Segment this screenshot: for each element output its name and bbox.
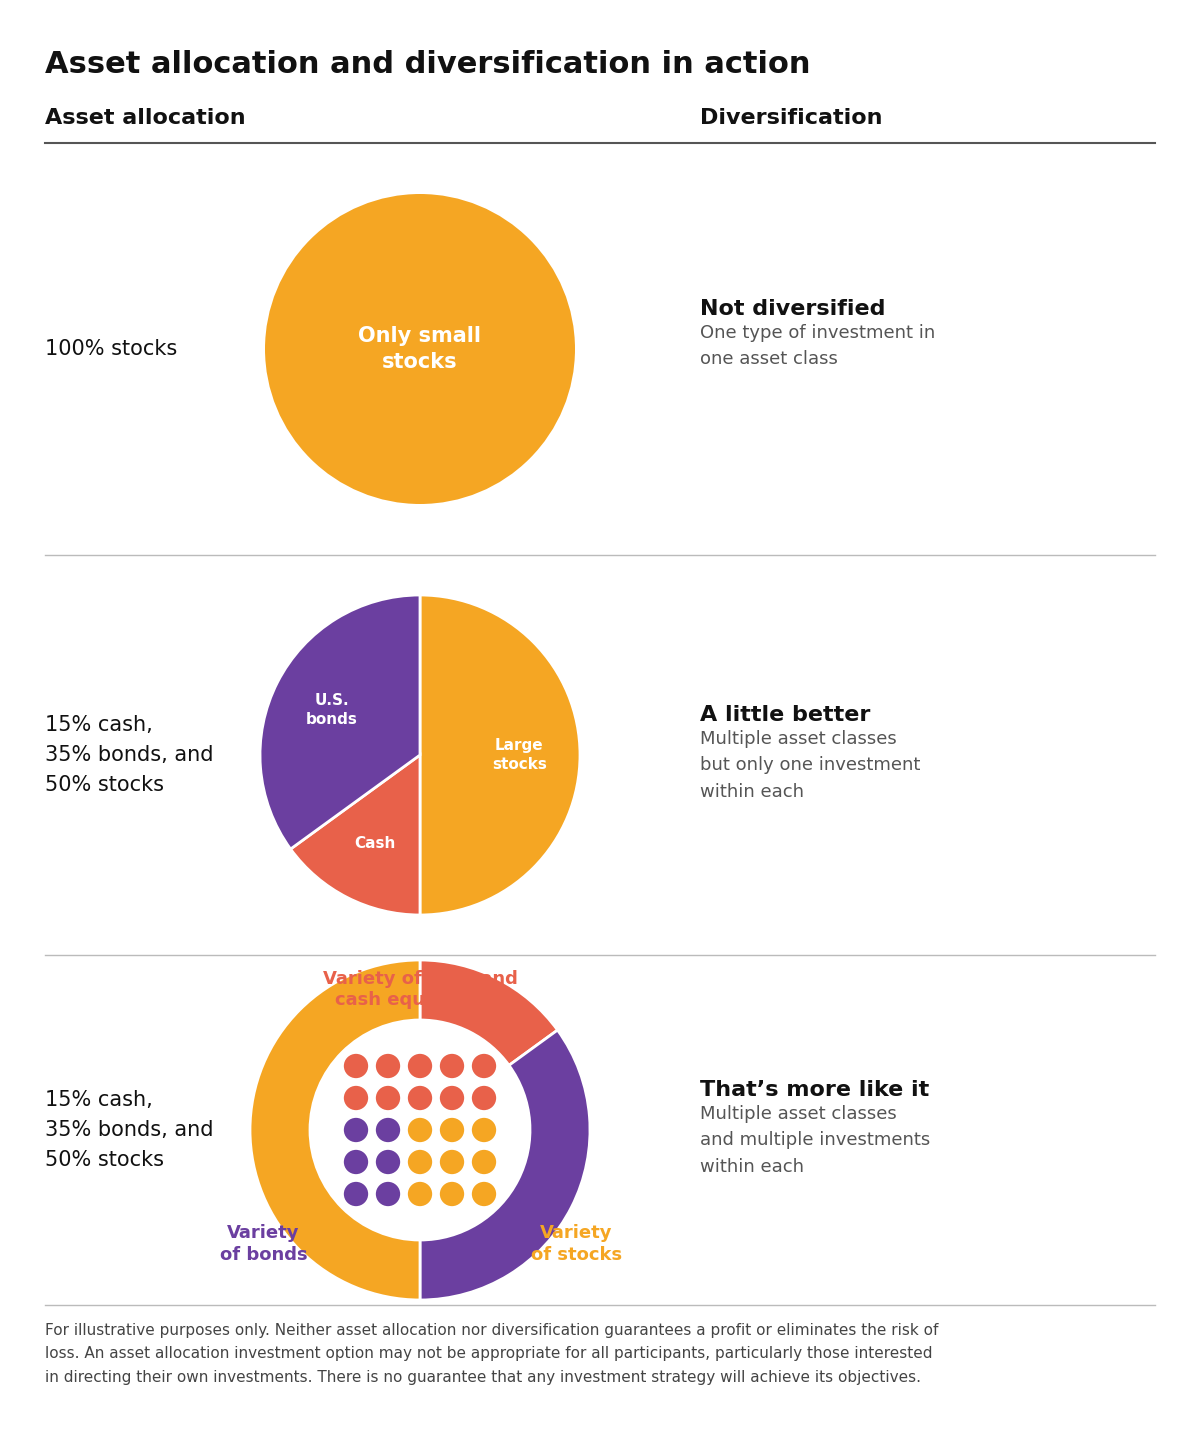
Text: Diversification: Diversification — [700, 107, 882, 128]
Text: Multiple asset classes
but only one investment
within each: Multiple asset classes but only one inve… — [700, 730, 920, 801]
Text: Only small
stocks: Only small stocks — [359, 326, 481, 373]
Text: Asset allocation and diversification in action: Asset allocation and diversification in … — [46, 49, 810, 78]
Circle shape — [439, 1117, 466, 1143]
Circle shape — [343, 1181, 370, 1207]
Wedge shape — [420, 961, 558, 1065]
Text: A little better: A little better — [700, 705, 870, 726]
Text: 100% stocks: 100% stocks — [46, 340, 178, 358]
Circle shape — [343, 1053, 370, 1080]
Circle shape — [407, 1053, 433, 1080]
Text: One type of investment in
one asset class: One type of investment in one asset clas… — [700, 324, 935, 369]
Circle shape — [470, 1117, 497, 1143]
Circle shape — [439, 1053, 466, 1080]
Text: Variety
of bonds: Variety of bonds — [220, 1223, 307, 1264]
Circle shape — [470, 1053, 497, 1080]
Text: Multiple asset classes
and multiple investments
within each: Multiple asset classes and multiple inve… — [700, 1106, 930, 1175]
Text: 15% cash,
35% bonds, and
50% stocks: 15% cash, 35% bonds, and 50% stocks — [46, 1090, 214, 1170]
Text: Not diversified: Not diversified — [700, 299, 886, 319]
Circle shape — [374, 1149, 401, 1175]
Circle shape — [407, 1117, 433, 1143]
Circle shape — [439, 1181, 466, 1207]
Circle shape — [343, 1117, 370, 1143]
Text: Cash: Cash — [354, 836, 396, 850]
Circle shape — [343, 1085, 370, 1111]
Circle shape — [374, 1117, 401, 1143]
Text: 15% cash,
35% bonds, and
50% stocks: 15% cash, 35% bonds, and 50% stocks — [46, 715, 214, 795]
Text: Variety of cash and
cash equivalents: Variety of cash and cash equivalents — [323, 971, 517, 1008]
Circle shape — [439, 1085, 466, 1111]
Circle shape — [265, 194, 575, 503]
Wedge shape — [420, 1030, 590, 1300]
Circle shape — [470, 1181, 497, 1207]
Text: That’s more like it: That’s more like it — [700, 1080, 929, 1100]
Circle shape — [374, 1181, 401, 1207]
Circle shape — [407, 1085, 433, 1111]
Text: Large
stocks: Large stocks — [492, 739, 547, 772]
Circle shape — [374, 1053, 401, 1080]
Wedge shape — [260, 595, 420, 849]
Text: For illustrative purposes only. Neither asset allocation nor diversification gua: For illustrative purposes only. Neither … — [46, 1323, 938, 1384]
Circle shape — [470, 1149, 497, 1175]
Wedge shape — [250, 961, 420, 1300]
Circle shape — [407, 1181, 433, 1207]
Wedge shape — [290, 755, 420, 916]
Wedge shape — [420, 595, 580, 916]
Circle shape — [343, 1149, 370, 1175]
Text: Asset allocation: Asset allocation — [46, 107, 246, 128]
Circle shape — [470, 1085, 497, 1111]
Circle shape — [310, 1020, 530, 1241]
Circle shape — [407, 1149, 433, 1175]
Circle shape — [439, 1149, 466, 1175]
Circle shape — [374, 1085, 401, 1111]
Text: Variety
of stocks: Variety of stocks — [530, 1223, 622, 1264]
Text: U.S.
bonds: U.S. bonds — [306, 694, 358, 727]
